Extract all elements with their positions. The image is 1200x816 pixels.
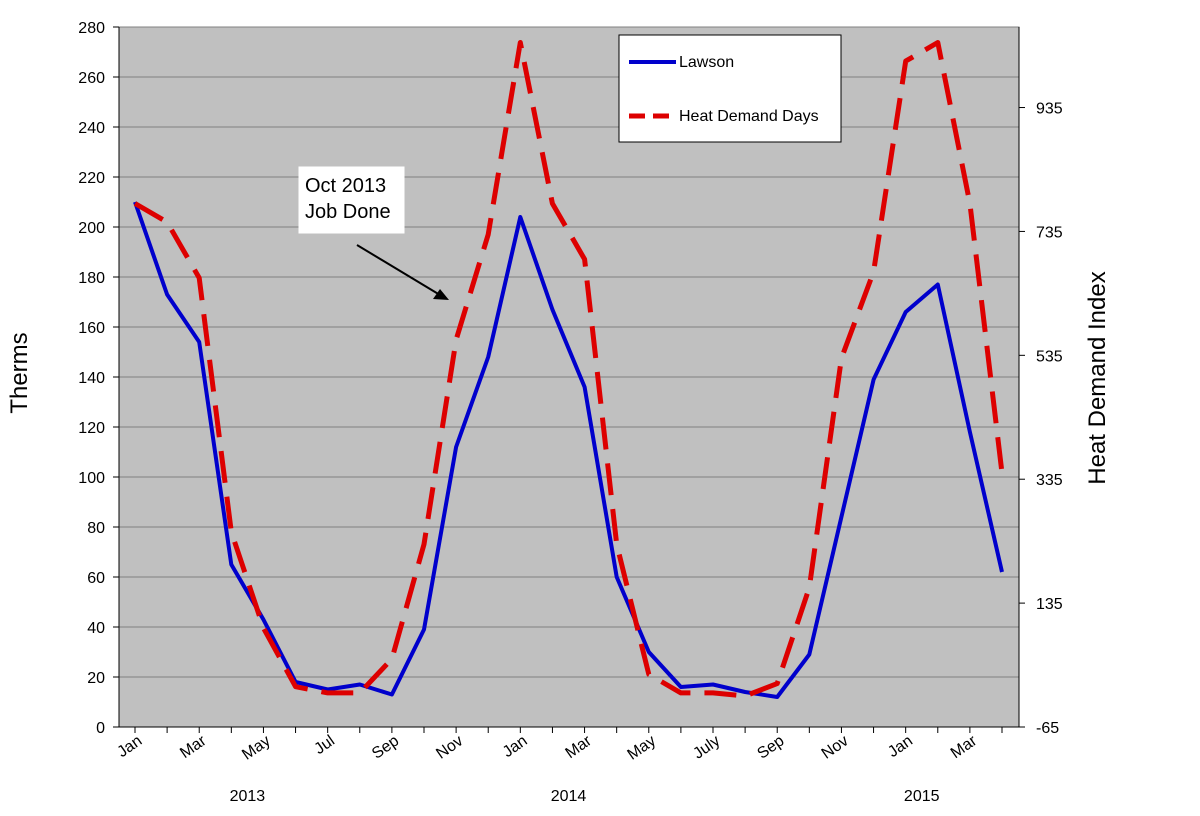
year-label: 2015 <box>904 788 940 805</box>
x-tick-label: Jul <box>311 732 338 758</box>
x-tick-label: May <box>239 732 274 763</box>
x-tick-label: May <box>625 732 660 763</box>
x-tick-label: Jan <box>885 732 916 761</box>
left-tick-label: 200 <box>78 220 105 237</box>
annotation-arrow <box>356 244 441 296</box>
left-tick-label: 260 <box>78 70 105 87</box>
annotation-box <box>298 166 405 234</box>
left-tick-label: 100 <box>78 470 105 487</box>
x-tick-label: Jan <box>114 732 145 761</box>
x-tick-label: Sep <box>754 732 787 762</box>
x-tick-label: Jan <box>500 732 531 761</box>
x-axis: Jan Mar May Jul Sep Nov Jan Mar May July Sep Nov Jan… <box>114 726 1019 805</box>
x-tick-label: Sep <box>369 732 402 762</box>
left-tick-label: 140 <box>78 370 105 387</box>
x-tick-label: Mar <box>563 732 596 762</box>
legend: Lawson Heat Demand Days <box>618 34 842 143</box>
right-tick-label: 335 <box>1036 472 1063 489</box>
right-tick-label: 735 <box>1036 224 1063 241</box>
x-tick-label: Nov <box>819 732 852 762</box>
year-label: 2014 <box>551 788 587 805</box>
x-tick-label: Mar <box>948 732 981 762</box>
right-tick-label: 135 <box>1036 596 1063 613</box>
left-tick-label: 80 <box>87 520 105 537</box>
x-tick-label: Mar <box>177 732 210 762</box>
left-tick-label: 40 <box>87 620 105 637</box>
right-axis-title: Heat Demand Index <box>1084 271 1111 484</box>
annotation-arrowhead <box>433 289 449 300</box>
right-y-axis: -65 135 335 535 735 935 <box>1018 27 1063 737</box>
left-tick-label: 280 <box>78 20 105 37</box>
legend-box <box>618 34 842 143</box>
legend-label-heat-demand: Heat Demand Days <box>679 108 819 125</box>
left-tick-label: 180 <box>78 270 105 287</box>
x-tick-label: Nov <box>433 732 466 762</box>
left-y-axis: 0 20 40 60 80 100 120 140 160 180 200 220 240 260 280 <box>78 20 120 737</box>
series-line-lawson <box>133 201 1004 699</box>
left-tick-label: 60 <box>87 570 105 587</box>
gridlines <box>119 26 1019 678</box>
series-group <box>133 40 1005 699</box>
x-tick-label: July <box>690 732 723 762</box>
left-tick-label: 20 <box>87 670 105 687</box>
left-axis-title: Therms <box>6 332 33 413</box>
annotation-line-2: Job Done <box>305 201 391 223</box>
left-tick-label: 120 <box>78 420 105 437</box>
annotation-line-1: Oct 2013 <box>305 175 386 197</box>
left-tick-label: 160 <box>78 320 105 337</box>
right-tick-label: 935 <box>1036 101 1063 118</box>
left-tick-label: 240 <box>78 120 105 137</box>
left-tick-label: 0 <box>96 720 105 737</box>
right-tick-label: -65 <box>1036 720 1059 737</box>
year-label: 2013 <box>230 788 266 805</box>
legend-label-lawson: Lawson <box>679 54 734 71</box>
left-tick-label: 220 <box>78 170 105 187</box>
right-tick-label: 535 <box>1036 348 1063 365</box>
annotation: Oct 2013 Job Done <box>298 166 449 300</box>
